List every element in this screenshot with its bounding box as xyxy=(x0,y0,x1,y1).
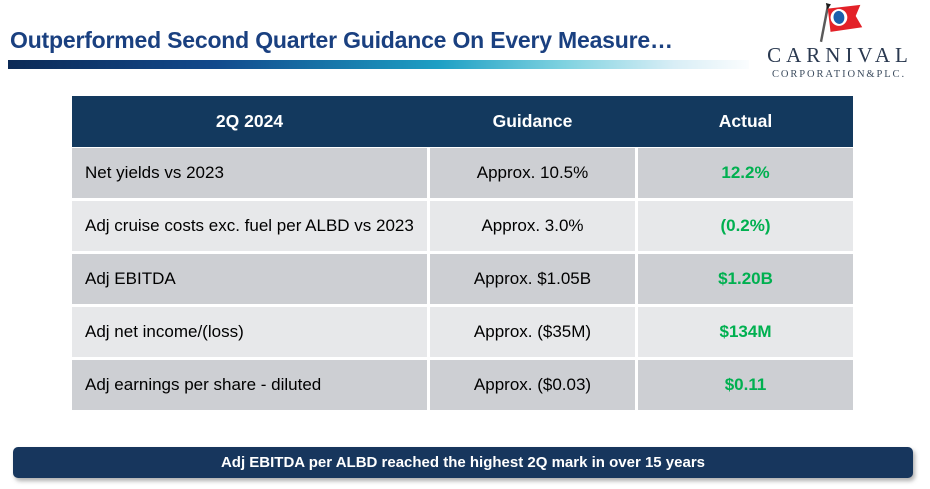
table-row: Adj cruise costs exc. fuel per ALBD vs 2… xyxy=(72,201,853,251)
row-actual-value: $1.20B xyxy=(638,254,853,304)
row-guidance-value: Approx. ($35M) xyxy=(430,307,635,357)
row-guidance-value: Approx. 10.5% xyxy=(430,148,635,198)
row-actual-value: (0.2%) xyxy=(638,201,853,251)
guidance-table: 2Q 2024 Guidance Actual Net yields vs 20… xyxy=(72,96,853,413)
row-actual-value: $134M xyxy=(638,307,853,357)
carnival-logo: CARNIVAL CORPORATION&PLC. xyxy=(752,3,924,80)
logo-brand-text: CARNIVAL xyxy=(767,43,913,67)
row-guidance-value: Approx. 3.0% xyxy=(430,201,635,251)
table-row: Adj EBITDA Approx. $1.05B $1.20B xyxy=(72,254,853,304)
row-actual-value: 12.2% xyxy=(638,148,853,198)
row-label: Adj EBITDA xyxy=(72,254,427,304)
row-guidance-value: Approx. $1.05B xyxy=(430,254,635,304)
row-label: Net yields vs 2023 xyxy=(72,148,427,198)
table-row: Net yields vs 2023 Approx. 10.5% 12.2% xyxy=(72,148,853,198)
row-actual-value: $0.11 xyxy=(638,360,853,410)
row-guidance-value: Approx. ($0.03) xyxy=(430,360,635,410)
table-header-row: 2Q 2024 Guidance Actual xyxy=(72,96,853,147)
row-label: Adj earnings per share - diluted xyxy=(72,360,427,410)
table-row: Adj earnings per share - diluted Approx.… xyxy=(72,360,853,410)
column-header-guidance: Guidance xyxy=(492,111,573,131)
logo-subtitle-text: CORPORATION&PLC. xyxy=(772,69,906,80)
column-header-actual: Actual xyxy=(718,111,773,131)
page-title: Outperformed Second Quarter Guidance On … xyxy=(10,27,673,53)
carnival-flag-icon xyxy=(819,3,863,43)
column-header-period: 2Q 2024 xyxy=(215,111,284,131)
row-label: Adj cruise costs exc. fuel per ALBD vs 2… xyxy=(72,201,427,251)
highlight-banner: Adj EBITDA per ALBD reached the highest … xyxy=(13,447,913,478)
row-label: Adj net income/(loss) xyxy=(72,307,427,357)
title-underline-bar xyxy=(8,60,749,69)
table-row: Adj net income/(loss) Approx. ($35M) $13… xyxy=(72,307,853,357)
highlight-banner-text: Adj EBITDA per ALBD reached the highest … xyxy=(220,454,706,471)
